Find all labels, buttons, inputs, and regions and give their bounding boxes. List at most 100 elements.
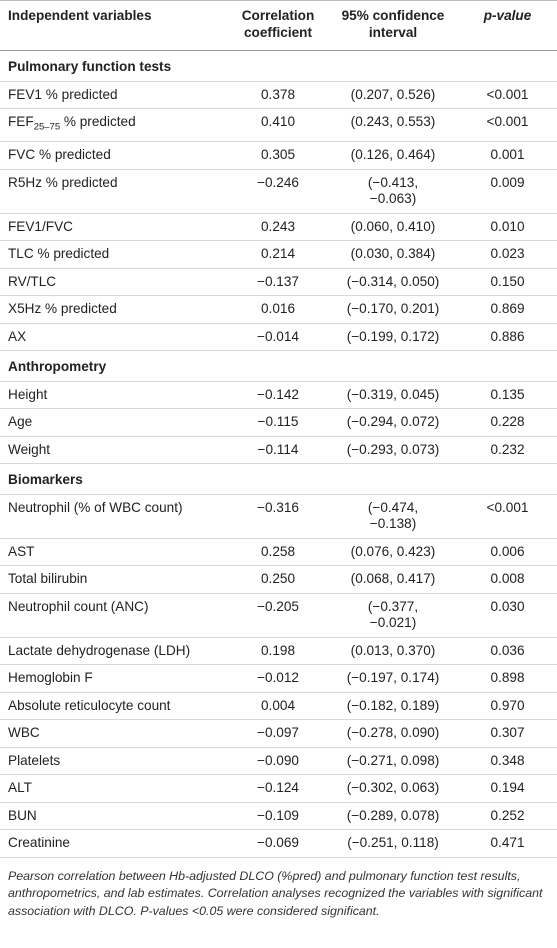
coefficient: −0.205 [228, 593, 328, 638]
confidence-interval: (0.243, 0.553) [328, 108, 458, 143]
coefficient: −0.137 [228, 268, 328, 297]
variable: Creatinine [0, 829, 228, 858]
data-row: Platelets −0.090 (−0.271, 0.098) 0.348 [0, 747, 557, 776]
confidence-interval: (0.126, 0.464) [328, 141, 458, 170]
confidence-interval: (0.068, 0.417) [328, 565, 458, 594]
p-value: 0.252 [458, 802, 557, 831]
p-value: <0.001 [458, 108, 557, 143]
coefficient: 0.258 [228, 538, 328, 567]
data-row: FEV1/FVC 0.243 (0.060, 0.410) 0.010 [0, 213, 557, 242]
header-cell: p-value [458, 0, 557, 51]
data-row: Creatinine −0.069 (−0.251, 0.118) 0.471 [0, 829, 557, 858]
data-table: Independent variables Correlation coeffic… [0, 0, 557, 858]
section-row: Pulmonary function tests [0, 50, 557, 82]
p-value: 0.135 [458, 381, 557, 410]
coefficient: −0.316 [228, 494, 328, 539]
confidence-interval: (−0.278, 0.090) [328, 719, 458, 748]
coefficient: 0.198 [228, 637, 328, 666]
variable: R5Hz % predicted [0, 169, 228, 214]
p-value: 0.348 [458, 747, 557, 776]
confidence-interval: (−0.251, 0.118) [328, 829, 458, 858]
coefficient: −0.109 [228, 802, 328, 831]
coefficient: −0.124 [228, 774, 328, 803]
data-row: AST 0.258 (0.076, 0.423) 0.006 [0, 538, 557, 567]
p-value: 0.010 [458, 213, 557, 242]
coefficient: −0.097 [228, 719, 328, 748]
data-row: FVC % predicted 0.305 (0.126, 0.464) 0.001 [0, 141, 557, 170]
data-row: X5Hz % predicted 0.016 (−0.170, 0.201) 0.86… [0, 295, 557, 324]
confidence-interval: (−0.289, 0.078) [328, 802, 458, 831]
coefficient: 0.250 [228, 565, 328, 594]
p-value: <0.001 [458, 81, 557, 109]
variable: ALT [0, 774, 228, 803]
variable: FVC % predicted [0, 141, 228, 170]
coefficient: −0.014 [228, 323, 328, 352]
variable: Total bilirubin [0, 565, 228, 594]
variable: TLC % predicted [0, 240, 228, 269]
confidence-interval: (0.076, 0.423) [328, 538, 458, 567]
variable: Weight [0, 436, 228, 465]
p-value: 0.471 [458, 829, 557, 858]
coefficient: −0.012 [228, 664, 328, 693]
table-body: Pulmonary function tests FEV1 % predicted… [0, 50, 557, 858]
data-row: Total bilirubin 0.250 (0.068, 0.417) 0.008 [0, 565, 557, 594]
data-row: BUN −0.109 (−0.289, 0.078) 0.252 [0, 802, 557, 831]
p-value: 0.001 [458, 141, 557, 170]
data-row: RV/TLC −0.137 (−0.314, 0.050) 0.150 [0, 268, 557, 297]
confidence-interval: (−0.293, 0.073) [328, 436, 458, 465]
data-row: Absolute reticulocyte count 0.004 (−0.182,… [0, 692, 557, 721]
p-value: 0.150 [458, 268, 557, 297]
coefficient: −0.142 [228, 381, 328, 410]
data-row: ALT −0.124 (−0.302, 0.063) 0.194 [0, 774, 557, 803]
header-row: Independent variables Correlation coeffic… [0, 0, 557, 51]
p-value: 0.194 [458, 774, 557, 803]
coefficient: 0.214 [228, 240, 328, 269]
variable: X5Hz % predicted [0, 295, 228, 324]
data-row: FEV1 % predicted 0.378 (0.207, 0.526) <0.00… [0, 81, 557, 109]
confidence-interval: (−0.182, 0.189) [328, 692, 458, 721]
p-value: 0.008 [458, 565, 557, 594]
p-value: 0.232 [458, 436, 557, 465]
p-value: 0.869 [458, 295, 557, 324]
data-row: Weight −0.114 (−0.293, 0.073) 0.232 [0, 436, 557, 465]
variable: WBC [0, 719, 228, 748]
variable: AX [0, 323, 228, 352]
variable: FEF25–75 % predicted [0, 108, 228, 143]
data-row: Neutrophil (% of WBC count) −0.316 (−0.474… [0, 494, 557, 539]
variable: Neutrophil count (ANC) [0, 593, 228, 638]
confidence-interval: (−0.413, −0.063) [328, 169, 458, 214]
coefficient: 0.016 [228, 295, 328, 324]
subscript: 25–75 [33, 121, 61, 133]
coefficient: 0.378 [228, 81, 328, 109]
coefficient: 0.305 [228, 141, 328, 170]
coefficient: −0.114 [228, 436, 328, 465]
header-cell: Independent variables [0, 0, 228, 51]
confidence-interval: (−0.170, 0.201) [328, 295, 458, 324]
section-title: Pulmonary function tests [0, 50, 557, 82]
footnote: Pearson correlation between Hb-adjusted … [8, 868, 543, 918]
text-part: FEF [8, 114, 34, 129]
section-title: Biomarkers [0, 463, 557, 495]
coefficient: 0.243 [228, 213, 328, 242]
variable: Platelets [0, 747, 228, 776]
confidence-interval: (−0.199, 0.172) [328, 323, 458, 352]
text-part: % predicted [60, 114, 136, 129]
p-value: 0.006 [458, 538, 557, 567]
coefficient: 0.410 [228, 108, 328, 143]
header-cell: Correlation coefficient [228, 0, 328, 51]
data-row: AX −0.014 (−0.199, 0.172) 0.886 [0, 323, 557, 352]
confidence-interval: (−0.197, 0.174) [328, 664, 458, 693]
confidence-interval: (0.030, 0.384) [328, 240, 458, 269]
coefficient: −0.246 [228, 169, 328, 214]
confidence-interval: (0.013, 0.370) [328, 637, 458, 666]
variable: Height [0, 381, 228, 410]
confidence-interval: (−0.314, 0.050) [328, 268, 458, 297]
confidence-interval: (−0.294, 0.072) [328, 408, 458, 437]
confidence-interval: (0.207, 0.526) [328, 81, 458, 109]
data-row: TLC % predicted 0.214 (0.030, 0.384) 0.023 [0, 240, 557, 269]
variable: AST [0, 538, 228, 567]
variable: Neutrophil (% of WBC count) [0, 494, 228, 539]
confidence-interval: (−0.302, 0.063) [328, 774, 458, 803]
data-row: Height −0.142 (−0.319, 0.045) 0.135 [0, 381, 557, 410]
